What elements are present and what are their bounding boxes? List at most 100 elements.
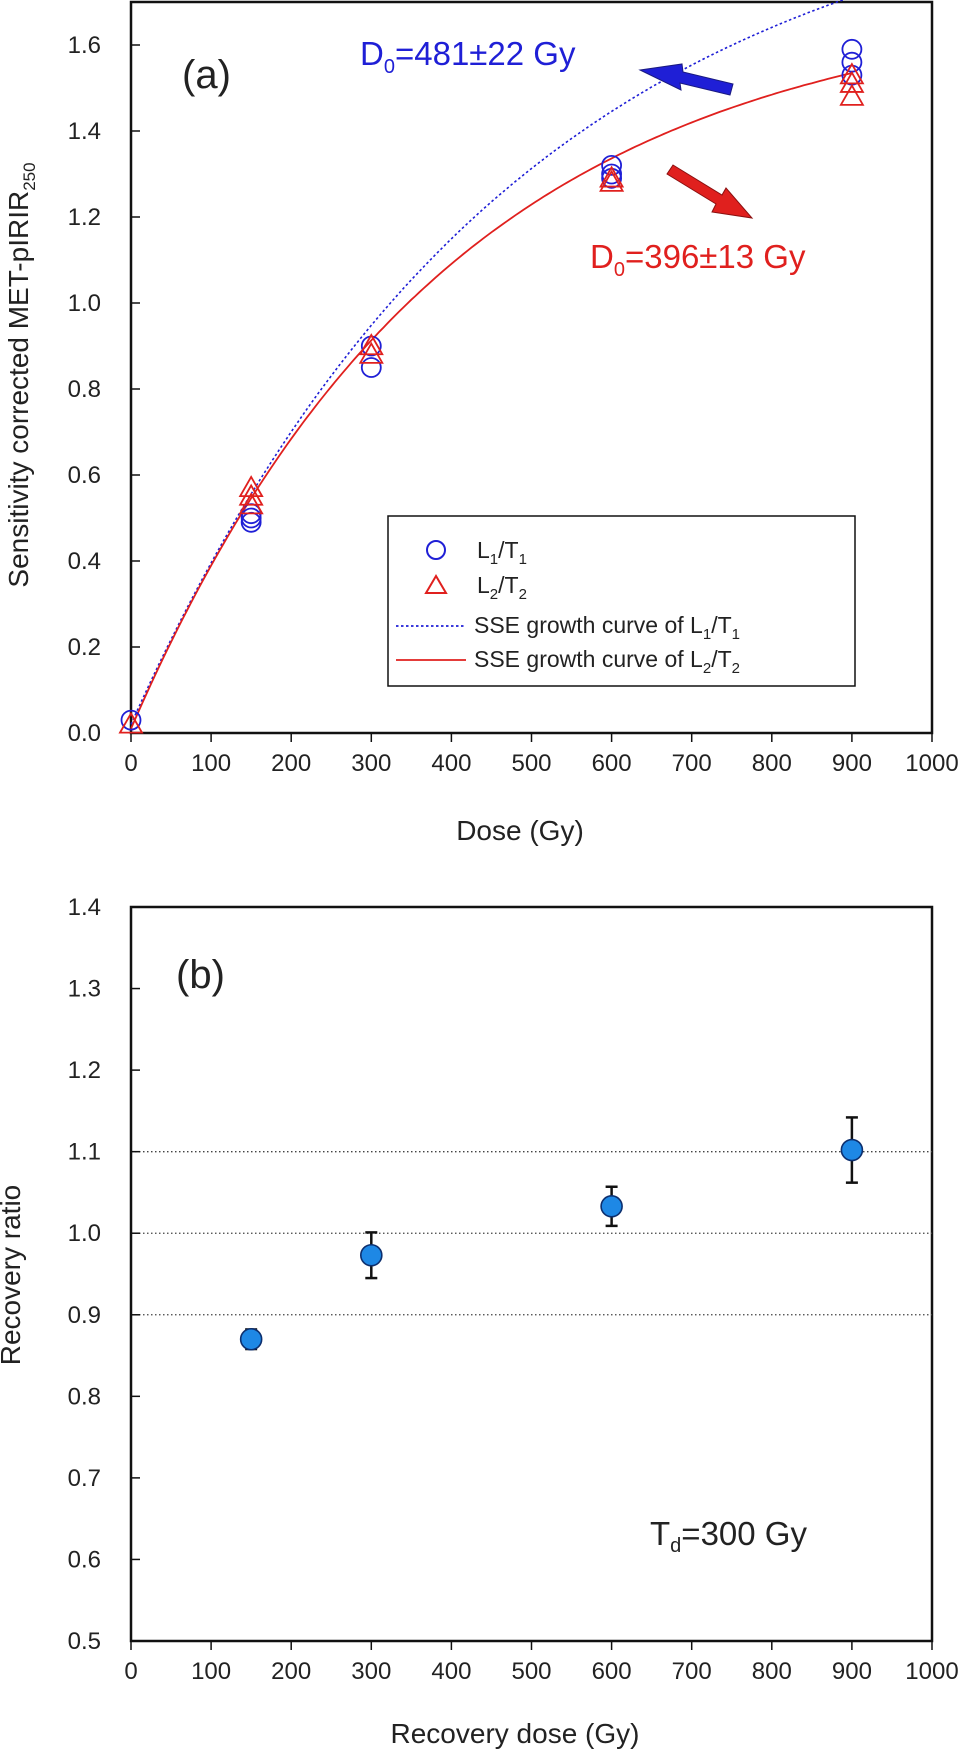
- data-point-l1t1: [240, 507, 262, 529]
- data-point-l2t2: [118, 711, 144, 734]
- y-tick-label-b: 1.4: [68, 894, 101, 921]
- legend-l2t2-asub: 2: [490, 586, 498, 603]
- x-axis-ticks-b: 0 100 200 300 400 500 600 700 800 900 1000: [124, 1641, 959, 1685]
- y-tick-label-b: 0.9: [68, 1302, 101, 1329]
- y-axis-ticks-b: 0.5 0.6 0.7 0.8 0.9 1.0 1.1 1.2 1.3 1.4: [68, 894, 140, 1655]
- x-tick-label-a: 700: [672, 750, 712, 777]
- y-tick-label-b: 1.2: [68, 1057, 101, 1084]
- y-tick-label-a: 0.6: [68, 462, 101, 489]
- x-axis-label-b: Recovery dose (Gy): [391, 1718, 640, 1749]
- x-tick-label-b: 0: [124, 1658, 137, 1685]
- x-tick-label-b: 200: [271, 1658, 311, 1685]
- y-axis-label-a: Sensitivity corrected MET-pIRIR250: [3, 162, 39, 587]
- legend-a: L1/T1 L2/T2 SSE growth curve of L1/T1 SS…: [387, 515, 856, 687]
- annotation-d0-l2-pre: D: [590, 238, 614, 275]
- x-axis-ticks-a: 0 100 200 300 400 500 600 700 800 900 1000: [124, 733, 959, 777]
- x-tick-label-a: 400: [431, 750, 471, 777]
- legend-sse1-prefix: SSE growth curve of L: [474, 612, 703, 638]
- y-tick-label-a: 1.0: [68, 290, 101, 317]
- x-tick-label-b: 800: [752, 1658, 792, 1685]
- data-points-a: [118, 38, 865, 734]
- data-point-l1t1: [841, 38, 863, 60]
- y-tick-label-a: 0.2: [68, 634, 101, 661]
- annotation-td-pre: T: [650, 1515, 670, 1552]
- x-tick-label-b: 100: [191, 1658, 231, 1685]
- reference-lines-b: [131, 1151, 932, 1316]
- data-point-recovery: [239, 1327, 263, 1351]
- data-point-l2t2: [238, 492, 264, 515]
- y-tick-label-b: 1.3: [68, 976, 101, 1003]
- legend-l2t2-a: L: [477, 572, 490, 598]
- y-tick-label-a: 1.4: [68, 118, 101, 145]
- data-point-l1t1: [601, 154, 622, 176]
- legend-l1t1-asub: 1: [490, 551, 498, 568]
- arrow-blue-shape: [638, 63, 734, 96]
- x-tick-label-a: 900: [832, 750, 872, 777]
- x-tick-label-a: 1000: [905, 750, 958, 777]
- y-tick-label-b: 1.1: [68, 1139, 101, 1166]
- y-tick-label-a: 1.6: [68, 32, 101, 59]
- legend-label-sse1: SSE growth curve of L1/T1: [474, 612, 740, 643]
- y-tick-label-a: 1.2: [68, 204, 101, 231]
- legend-sse2-s2: 2: [732, 660, 740, 677]
- x-tick-label-b: 700: [672, 1658, 712, 1685]
- annotation-td-post: =300 Gy: [681, 1515, 807, 1552]
- legend-l1t1-b: /T: [498, 537, 518, 563]
- data-point-l2t2: [839, 70, 865, 93]
- data-point-recovery: [600, 1195, 623, 1218]
- annotation-td-sub: d: [670, 1535, 681, 1557]
- arrow-red: [666, 164, 754, 219]
- legend-sse2-prefix: SSE growth curve of L: [474, 646, 703, 672]
- x-tick-label-b: 300: [351, 1658, 391, 1685]
- panel-a: 0 100 200 300 400 500 600 700 800 900 1000 0.00.20…: [3, 0, 959, 846]
- data-point-recovery: [359, 1243, 383, 1267]
- legend-l2t2-b: /T: [498, 572, 518, 598]
- annotation-d0-l2: D0=396±13 Gy: [590, 238, 806, 281]
- panel-label-b: (b): [176, 953, 225, 997]
- legend-l1t1-a: L: [477, 537, 490, 563]
- y-tick-label-a: 0.8: [68, 376, 101, 403]
- annotation-d0-l1-sub: 0: [384, 56, 395, 78]
- panel-b: 0 100 200 300 400 500 600 700 800 900 1000 0.50.60…: [0, 894, 959, 1749]
- legend-marker-triangle: [424, 574, 448, 594]
- y-axis-label-b: Recovery ratio: [0, 1185, 26, 1366]
- data-point-l1t1: [240, 511, 262, 533]
- legend-sse2-mid: /T: [711, 646, 731, 672]
- data-point-l1t1: [601, 163, 622, 185]
- legend-l1t1-bsub: 1: [519, 551, 527, 568]
- x-tick-label-a: 600: [592, 750, 632, 777]
- x-tick-label-b: 500: [511, 1658, 551, 1685]
- data-point-l2t2: [358, 333, 384, 356]
- data-point-l2t2: [238, 483, 264, 506]
- y-axis-label-a-sub: 250: [20, 162, 39, 190]
- x-tick-label-b: 1000: [905, 1658, 958, 1685]
- legend-label-sse2: SSE growth curve of L2/T2: [474, 646, 740, 677]
- annotation-td: Td=300 Gy: [650, 1515, 807, 1557]
- legend-sse1-mid: /T: [711, 612, 731, 638]
- annotation-d0-l2-post: =396±13 Gy: [625, 238, 806, 275]
- legend-l2t2-bsub: 2: [519, 586, 527, 603]
- data-point-recovery: [840, 1138, 864, 1162]
- legend-box-a: [387, 515, 856, 687]
- legend-sse2-s1: 2: [703, 660, 711, 677]
- annotation-d0-l1-pre: D: [360, 35, 384, 72]
- y-tick-label-a: 0.4: [68, 548, 101, 575]
- x-tick-label-a: 0: [124, 750, 137, 777]
- annotation-d0-l1: D0=481±22 Gy: [360, 35, 576, 78]
- legend-sse1-s2: 1: [732, 626, 740, 643]
- x-tick-label-b: 400: [431, 1658, 471, 1685]
- x-tick-label-b: 900: [832, 1658, 872, 1685]
- y-tick-label-b: 0.8: [68, 1383, 101, 1410]
- x-tick-label-a: 800: [752, 750, 792, 777]
- plot-frame-b: [129, 905, 934, 1643]
- fit-curve-l2t2: [130, 72, 853, 730]
- data-point-l2t2: [358, 341, 384, 364]
- annotation-d0-l1-post: =481±22 Gy: [395, 35, 576, 72]
- annotation-d0-l2-sub: 0: [614, 259, 625, 281]
- data-point-l2t2: [599, 169, 625, 192]
- x-tick-label-a: 200: [271, 750, 311, 777]
- fit-curves-a: [130, 0, 853, 730]
- legend-label-l2t2: L2/T2: [477, 572, 527, 603]
- x-tick-label-a: 300: [351, 750, 391, 777]
